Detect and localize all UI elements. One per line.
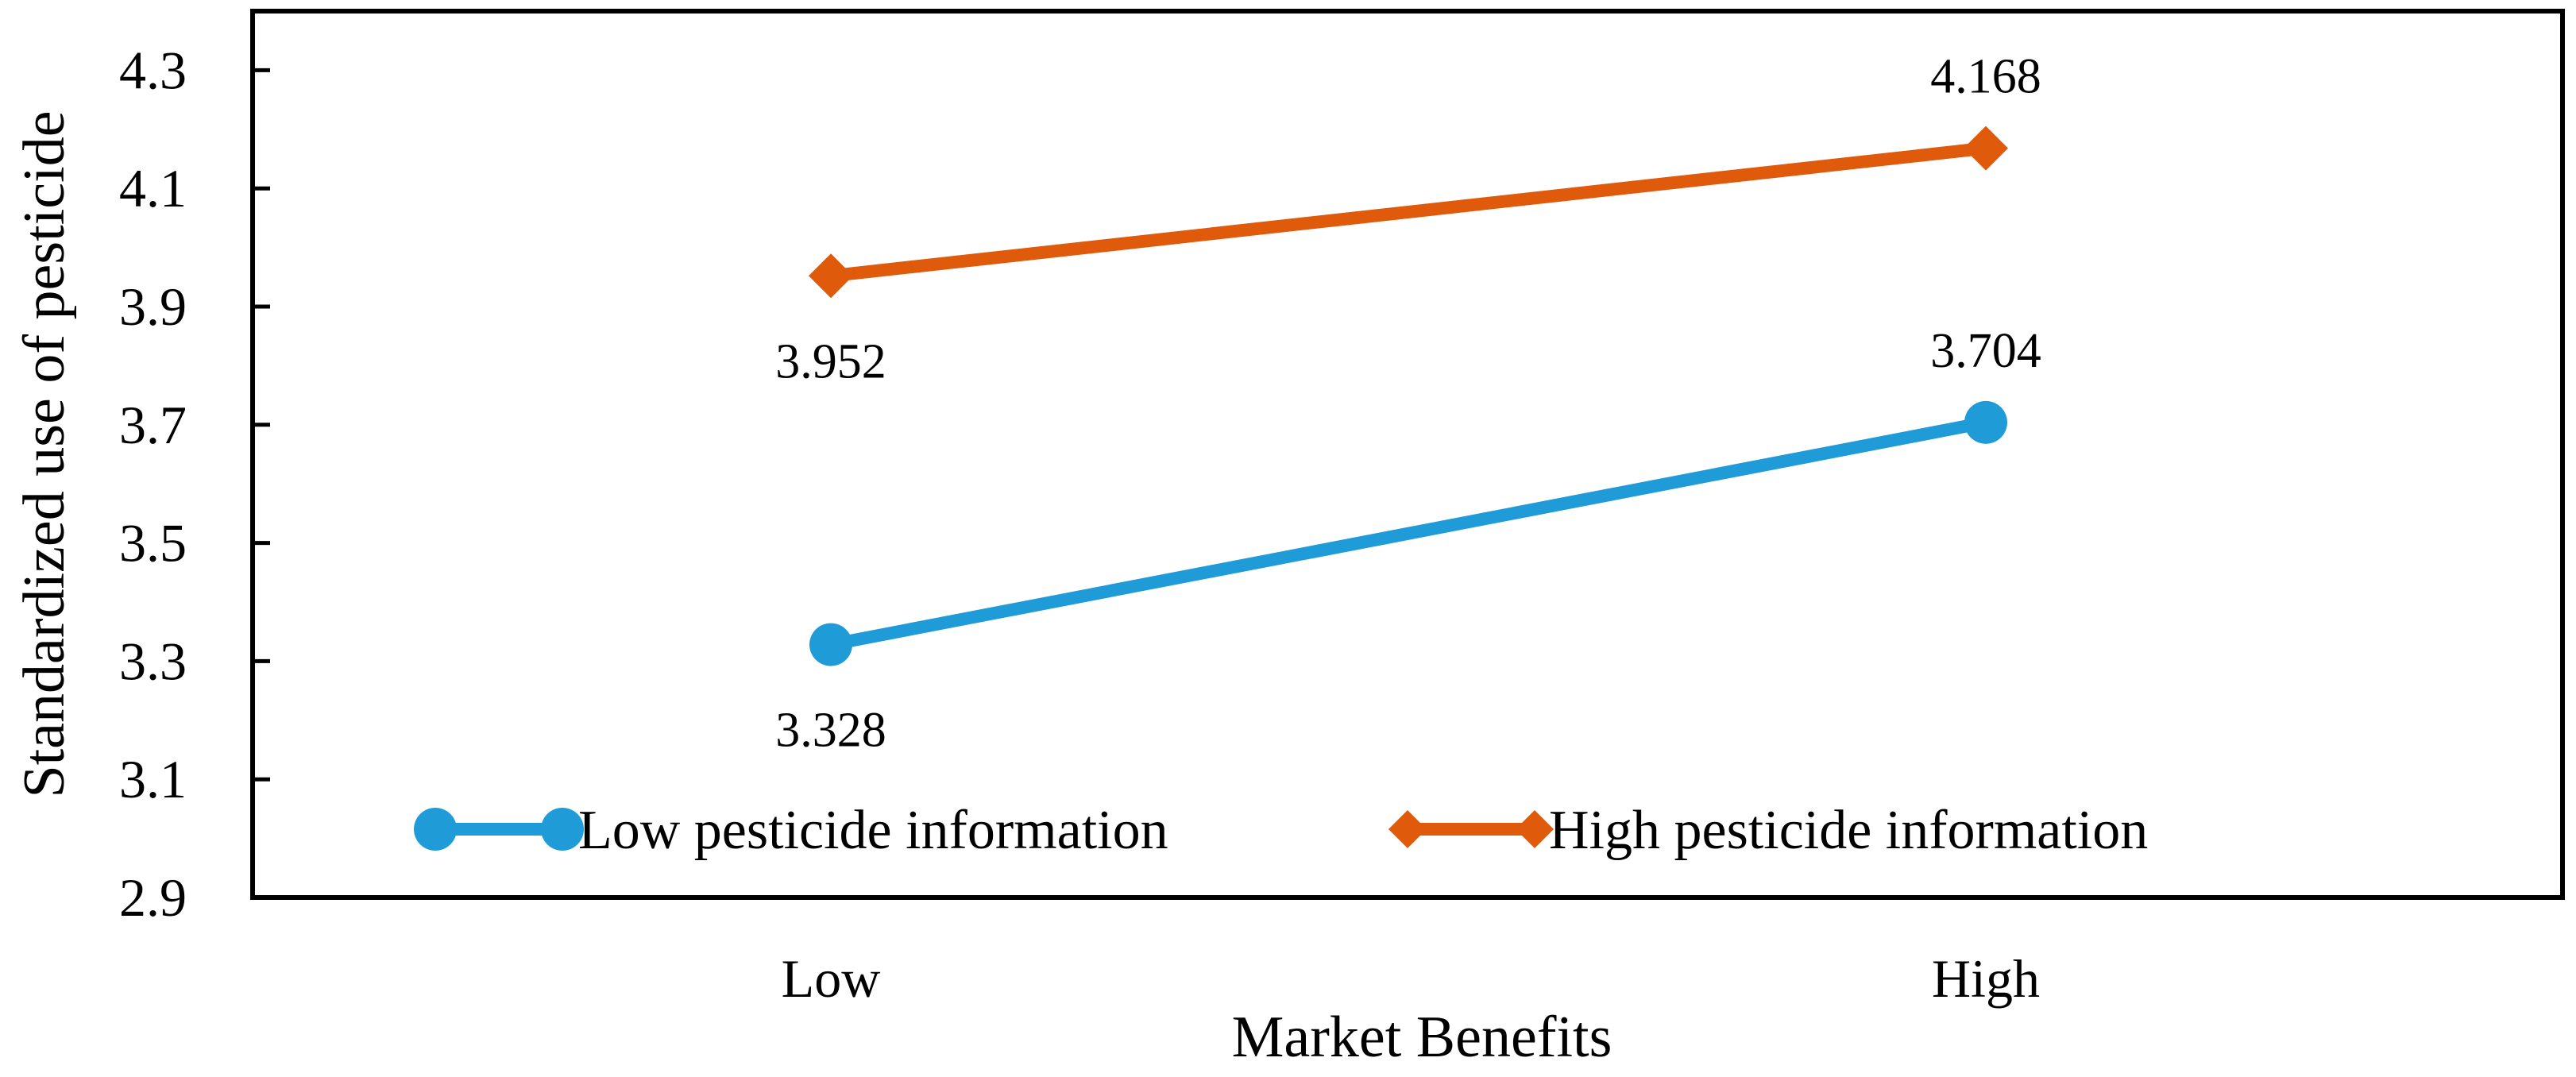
series-line bbox=[825, 415, 1992, 651]
data-label: 3.328 bbox=[775, 704, 886, 758]
y-axis-title: Standardized use of pesticide bbox=[12, 110, 77, 797]
x-tick-label: High bbox=[1932, 948, 2040, 1009]
legend-label: Low pesticide information bbox=[578, 800, 1168, 861]
legend-marker bbox=[414, 808, 457, 851]
data-label-layer: 3.328 3.704 3.952 4.168 bbox=[775, 50, 2041, 758]
legend-item-2: High pesticide information bbox=[1388, 800, 2148, 861]
series-layer bbox=[809, 125, 2008, 666]
y-tick-label: 3.7 bbox=[119, 395, 187, 455]
series-line bbox=[825, 141, 1992, 283]
legend-label: High pesticide information bbox=[1549, 800, 2148, 861]
legend: Low pesticide information High pesticide … bbox=[414, 800, 2148, 861]
data-point bbox=[809, 623, 852, 666]
x-axis: Low High bbox=[782, 948, 2040, 1009]
data-label: 3.952 bbox=[775, 334, 886, 388]
data-point bbox=[1964, 125, 2008, 171]
legend-marker bbox=[541, 808, 584, 851]
y-tick-label: 3.1 bbox=[119, 749, 187, 809]
legend-marker bbox=[1516, 810, 1554, 848]
data-point bbox=[809, 253, 853, 299]
y-tick-label: 4.1 bbox=[119, 158, 187, 218]
x-tick-label: Low bbox=[782, 948, 881, 1009]
y-tick-label: 3.3 bbox=[119, 631, 187, 691]
plot-frame bbox=[250, 9, 2565, 900]
data-label: 3.704 bbox=[1930, 324, 2041, 378]
y-axis: 2.9 3.1 3.3 3.5 3.7 3.9 4.1 4.3 bbox=[119, 40, 270, 928]
data-point bbox=[1964, 400, 2007, 444]
series-1 bbox=[809, 400, 2007, 666]
legend-item-1: Low pesticide information bbox=[414, 800, 1168, 861]
series-2 bbox=[809, 125, 2008, 299]
data-label: 4.168 bbox=[1930, 50, 2041, 104]
legend-marker bbox=[1388, 810, 1427, 848]
y-tick-label: 3.5 bbox=[119, 513, 187, 573]
y-tick-label: 4.3 bbox=[119, 40, 187, 100]
y-tick-label: 3.9 bbox=[119, 276, 187, 337]
y-tick-label: 2.9 bbox=[119, 867, 187, 928]
x-axis-title: Market Benefits bbox=[1232, 1005, 1612, 1070]
